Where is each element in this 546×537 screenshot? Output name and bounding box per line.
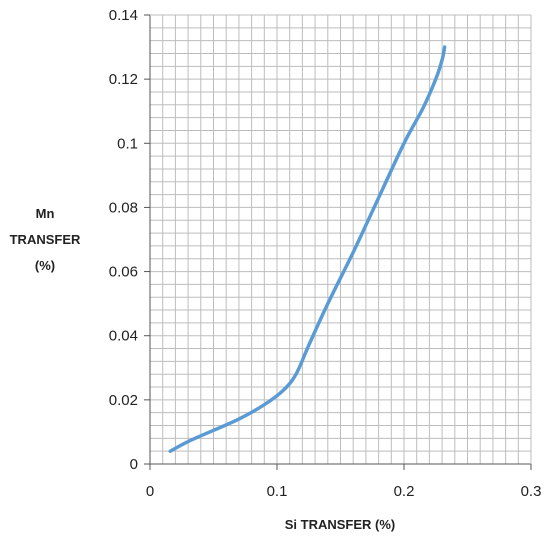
x-tick-label: 0.3 xyxy=(521,483,542,500)
y-tick-label: 0.04 xyxy=(109,328,138,345)
series-layer xyxy=(168,45,447,453)
x-tick-labels: 0 0.1 0.2 0.3 xyxy=(146,464,542,500)
x-tick-label: 0.1 xyxy=(267,483,288,500)
x-tick-label: 0 xyxy=(146,483,154,500)
series-line xyxy=(168,45,447,453)
gridlines xyxy=(150,15,531,464)
y-tick-label: 0.06 xyxy=(109,264,138,281)
x-tick-label: 0.2 xyxy=(394,483,415,500)
y-tick-label: 0.14 xyxy=(109,7,138,24)
y-tick-labels: 0 0.02 0.04 0.06 0.08 0.1 0.12 0.14 xyxy=(109,7,150,473)
y-axis-title-line-1: Mn xyxy=(36,206,55,221)
y-tick-label: 0.02 xyxy=(109,392,138,409)
y-axis-title-line-2: TRANSFER xyxy=(10,232,81,247)
axes xyxy=(149,14,532,465)
y-tick-label: 0.1 xyxy=(117,135,138,152)
y-tick-label: 0.08 xyxy=(109,199,138,216)
y-tick-label: 0.12 xyxy=(109,71,138,88)
x-axis-title: Si TRANSFER (%) xyxy=(285,517,396,532)
y-axis-title-line-3: (%) xyxy=(35,258,55,273)
y-axis-title: Mn TRANSFER (%) xyxy=(10,206,81,273)
y-tick-label: 0 xyxy=(130,456,138,473)
